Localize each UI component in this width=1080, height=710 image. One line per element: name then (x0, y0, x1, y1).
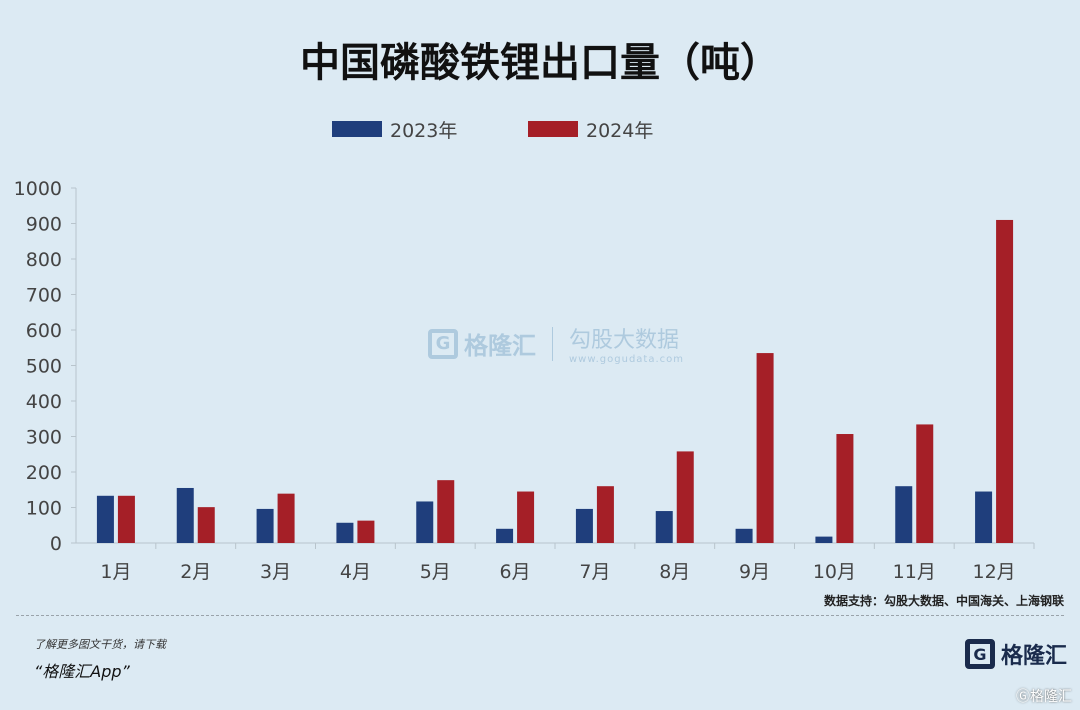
bar-2024年-2月 (197, 507, 215, 543)
bar-2023年-12月 (975, 491, 993, 543)
footer-divider (16, 615, 1064, 616)
bar-2024年-5月 (437, 480, 455, 543)
y-tick-label: 700 (26, 285, 62, 307)
corner-watermark: Ⓖ格隆汇 (1016, 689, 1072, 705)
bar-2023年-3月 (256, 508, 274, 543)
bar-2024年-6月 (517, 491, 535, 543)
bar-2024年-1月 (117, 495, 135, 543)
bar-2024年-4月 (357, 520, 375, 543)
footer-app-name: “格隆汇App” (34, 662, 130, 681)
legend-item-2024: 2024年 (528, 114, 653, 144)
x-tick-label: 6月 (500, 561, 531, 583)
bar-2023年-9月 (735, 528, 753, 543)
legend-item-2023: 2023年 (332, 114, 457, 144)
x-tick-label: 4月 (340, 561, 371, 583)
bar-2023年-6月 (496, 528, 514, 543)
bar-2024年-12月 (996, 219, 1014, 543)
chart-title: 中国磷酸铁锂出口量（吨） (300, 40, 780, 86)
source-note: 数据支持：勾股大数据、中国海关、上海钢联 (823, 594, 1064, 608)
y-tick-label: 900 (26, 214, 62, 236)
legend: 2023年 2024年 (0, 114, 1080, 144)
bar-chart: 0 100 200 300 400 500 600 700 800 900 1000 1月 2月 3月 4月… (14, 178, 1035, 583)
y-tick-label: 800 (26, 249, 62, 271)
watermark-logo-icon: G (428, 328, 458, 359)
bar-2023年-4月 (336, 522, 354, 543)
watermark: G 格隆汇 勾股大数据 www.gogudata.com (428, 322, 684, 365)
x-tick-label: 7月 (579, 561, 610, 583)
brand-logo-text: 格隆汇 (1001, 644, 1068, 669)
bar-2024年-8月 (676, 451, 694, 543)
x-tick-label: 10月 (813, 561, 856, 583)
bar-2023年-8月 (655, 511, 673, 543)
bar-2023年-1月 (96, 495, 114, 543)
bar-2024年-9月 (756, 353, 774, 543)
watermark-right-title: 勾股大数据 (569, 328, 680, 353)
brand-logo: G 格隆汇 (965, 638, 1067, 670)
x-tick-label: 3月 (260, 561, 291, 583)
x-tick-label: 5月 (420, 561, 451, 583)
y-tick-label: 600 (26, 320, 62, 342)
legend-swatch-2024 (528, 121, 578, 137)
footer-download-hint: 了解更多图文干货，请下载 (34, 638, 166, 651)
bar-2024年-7月 (596, 486, 614, 543)
y-tick-label: 200 (26, 462, 62, 484)
y-tick-label: 500 (26, 356, 62, 378)
x-tick-label: 1月 (100, 561, 131, 583)
bar-2023年-7月 (575, 508, 593, 543)
legend-swatch-2023 (332, 121, 382, 137)
bar-2024年-11月 (916, 424, 934, 543)
x-tick-label: 8月 (659, 561, 690, 583)
watermark-brand: 格隆汇 (464, 332, 536, 360)
y-tick-label: 100 (26, 498, 62, 520)
brand-logo-icon: G (965, 639, 995, 669)
watermark-right-url: www.gogudata.com (569, 354, 685, 365)
watermark-separator (552, 326, 553, 361)
x-tick-label: 12月 (972, 561, 1015, 583)
y-tick-label: 300 (26, 427, 62, 449)
x-tick-label: 9月 (739, 561, 770, 583)
x-tick-label: 2月 (180, 561, 211, 583)
legend-label-2023: 2023年 (390, 119, 458, 142)
bar-2024年-10月 (836, 434, 854, 543)
y-tick-label: 1000 (14, 178, 62, 200)
legend-label-2024: 2024年 (586, 119, 654, 142)
y-tick-label: 400 (26, 391, 62, 413)
bar-2023年-10月 (815, 536, 833, 543)
bar-2023年-2月 (176, 487, 194, 543)
bar-2023年-11月 (895, 486, 913, 543)
bar-2024年-3月 (277, 493, 295, 543)
x-tick-label: 11月 (893, 561, 936, 583)
y-tick-label: 0 (50, 533, 62, 555)
bar-2023年-5月 (416, 501, 434, 543)
